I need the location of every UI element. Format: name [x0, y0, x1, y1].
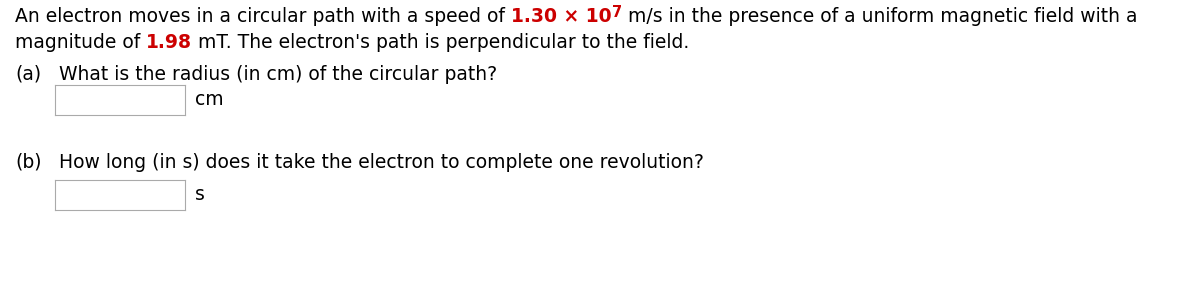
Text: What is the radius (in cm) of the circular path?: What is the radius (in cm) of the circul…: [47, 65, 497, 84]
Text: How long (in s) does it take the electron to complete one revolution?: How long (in s) does it take the electro…: [47, 153, 704, 172]
Text: 1.30 × 10: 1.30 × 10: [511, 7, 612, 26]
Text: An electron moves in a circular path with a speed of: An electron moves in a circular path wit…: [14, 7, 511, 26]
Text: (b): (b): [14, 153, 42, 172]
Text: cm: cm: [194, 90, 223, 109]
Text: 7: 7: [612, 5, 622, 20]
Text: s: s: [194, 185, 205, 204]
Text: m/s in the presence of a uniform magnetic field with a: m/s in the presence of a uniform magneti…: [622, 7, 1138, 26]
Text: magnitude of: magnitude of: [14, 33, 146, 52]
Text: 1.98: 1.98: [146, 33, 192, 52]
Text: mT. The electron's path is perpendicular to the field.: mT. The electron's path is perpendicular…: [192, 33, 690, 52]
Text: (a): (a): [14, 65, 41, 84]
